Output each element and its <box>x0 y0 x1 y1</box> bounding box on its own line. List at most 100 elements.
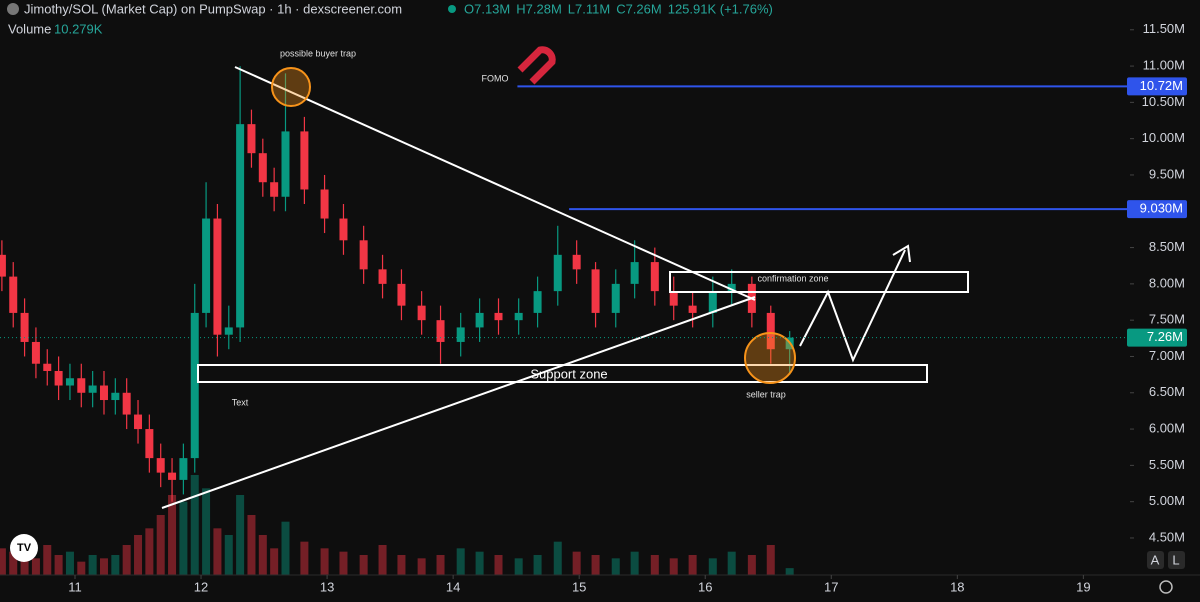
candle-body <box>669 291 678 306</box>
volume-bar <box>179 501 188 575</box>
volume-bar <box>727 551 736 575</box>
candle-body <box>650 262 659 292</box>
header-value: H7.28M <box>516 1 562 16</box>
candle-body <box>190 312 199 459</box>
volume-bar <box>591 555 600 575</box>
candle-body <box>475 312 484 328</box>
plot-area <box>0 66 794 575</box>
candle-body <box>359 240 368 270</box>
candle-body <box>378 269 387 284</box>
volume-name: Volume <box>8 21 51 36</box>
volume-bar <box>247 515 256 575</box>
y-tick-label: 7.50M <box>1149 312 1185 327</box>
candle-body <box>494 312 503 321</box>
volume-bar <box>9 551 18 575</box>
candle-body <box>320 189 329 219</box>
volume-bar <box>190 475 199 575</box>
candle-body <box>156 458 165 473</box>
candle-body <box>766 312 775 350</box>
candle-body <box>9 276 18 313</box>
level-label: 9.030M <box>1140 201 1183 216</box>
trap-circle <box>744 332 796 384</box>
scale-button[interactable] <box>1168 551 1185 569</box>
volume-bar <box>156 515 165 575</box>
x-tick-label: 17 <box>824 579 838 594</box>
status-dot <box>448 5 456 13</box>
level-label-box <box>1127 200 1187 219</box>
annotation: possible buyer trap <box>280 48 356 58</box>
y-tick-label: 8.00M <box>1149 275 1185 290</box>
candle-body <box>236 124 245 328</box>
candle-body <box>145 429 154 459</box>
candle-body <box>514 312 523 321</box>
y-tick-label: 8.50M <box>1149 239 1185 254</box>
x-tick-label: 13 <box>320 579 334 594</box>
candle-body <box>533 291 542 313</box>
candle-body <box>611 283 620 313</box>
header-value: O7.13M <box>464 1 510 16</box>
y-tick-label: 4.50M <box>1149 529 1185 544</box>
y-tick-label: 5.00M <box>1149 493 1185 508</box>
volume-bar <box>572 551 581 575</box>
volume-value: 10.279K <box>54 21 103 36</box>
candle-body <box>397 283 406 306</box>
candle-body <box>99 385 108 401</box>
annotation: FOMO <box>482 73 509 83</box>
confirmation-zone-box <box>669 271 969 293</box>
volume-bar <box>339 551 348 575</box>
volume-bar <box>553 541 562 575</box>
candle-body <box>258 153 267 183</box>
scale-button[interactable] <box>1147 551 1164 569</box>
volume-bar <box>77 561 86 575</box>
volume-bar <box>281 521 290 575</box>
scale-button-label[interactable]: L <box>1172 552 1179 567</box>
header-value: 125.91K (+1.76%) <box>668 1 773 16</box>
candle-body <box>727 283 736 292</box>
volume-bar <box>417 558 426 575</box>
candle-body <box>630 262 639 284</box>
candle-body <box>168 472 177 480</box>
volume-bar <box>436 555 445 575</box>
volume-bar <box>300 541 309 575</box>
candle-body <box>708 291 717 313</box>
volume-bar <box>630 551 639 575</box>
candle-body <box>134 414 143 430</box>
current-price-box <box>1127 328 1187 347</box>
level-label-box <box>1127 77 1187 96</box>
scale-button-label[interactable]: A <box>1151 552 1160 567</box>
candle-body <box>572 254 581 270</box>
volume-bar <box>475 551 484 575</box>
settings-icon[interactable] <box>1159 580 1173 594</box>
header-value: C7.26M <box>616 1 662 16</box>
volume-bar <box>99 558 108 575</box>
volume-bar <box>397 555 406 575</box>
volume-bar <box>134 535 143 575</box>
volume-bar <box>168 495 177 575</box>
volume-bar <box>688 555 697 575</box>
projection-arrow <box>799 249 906 363</box>
candle-body <box>43 363 52 371</box>
volume-bar <box>31 558 40 575</box>
volume-bar <box>766 545 775 575</box>
candle-body <box>224 327 233 335</box>
volume-bar <box>122 545 131 575</box>
volume-bar <box>54 555 63 575</box>
tv-logo-text: TV <box>17 542 32 554</box>
candle-body <box>20 312 29 342</box>
volume-bar <box>708 558 717 575</box>
trend-line <box>161 296 756 509</box>
volume-bar <box>669 558 678 575</box>
current-price-label: 7.26M <box>1147 329 1183 344</box>
volume-bar <box>270 548 279 575</box>
volume-bar <box>611 558 620 575</box>
y-tick-label: 10.50M <box>1142 94 1185 109</box>
candle-body <box>0 254 6 277</box>
x-tick-label: 18 <box>950 579 964 594</box>
volume-bar <box>236 495 245 575</box>
candle-body <box>213 218 222 335</box>
y-tick-label: 11.00M <box>1143 58 1185 73</box>
candle-body <box>65 378 74 386</box>
candle-body <box>553 254 562 292</box>
